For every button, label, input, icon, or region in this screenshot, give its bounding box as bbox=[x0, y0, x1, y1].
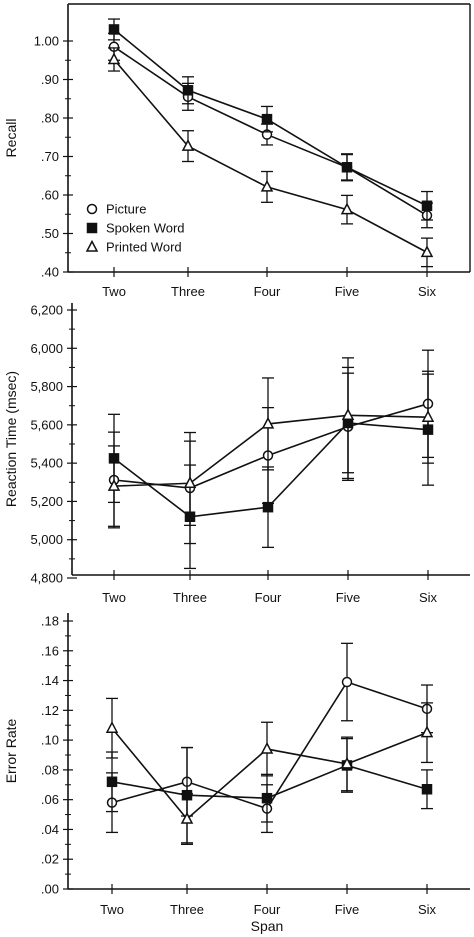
y-axis-title: Recall bbox=[3, 119, 19, 158]
data-point bbox=[105, 721, 119, 733]
x-tick-label: Two bbox=[100, 902, 124, 917]
data-point bbox=[260, 741, 274, 754]
data-point bbox=[260, 179, 274, 192]
data-point bbox=[420, 725, 434, 738]
data-point bbox=[341, 408, 355, 421]
data-point bbox=[181, 138, 195, 151]
data-point bbox=[421, 410, 435, 422]
y-tick-label: .08 bbox=[41, 762, 59, 777]
legend-marker bbox=[85, 239, 99, 252]
x-tick-label: Five bbox=[335, 284, 360, 299]
y-tick-label: 6,000 bbox=[30, 341, 63, 356]
data-point bbox=[107, 52, 121, 65]
x-tick-label: Four bbox=[254, 902, 281, 917]
legend-label: Spoken Word bbox=[106, 221, 185, 236]
error-rate-panel: .00 .02 .04 .06 .08 .10 .12 .14 .16 .18 Two Three Fo… bbox=[3, 613, 470, 934]
data-point bbox=[262, 501, 274, 513]
data-point bbox=[261, 792, 273, 804]
data-point bbox=[341, 676, 353, 688]
legend-label: Printed Word bbox=[106, 240, 182, 255]
y-axis-title: Reaction Time (msec) bbox=[3, 371, 19, 507]
legend-label: Picture bbox=[106, 202, 146, 217]
data-point bbox=[182, 85, 194, 96]
data-point bbox=[183, 476, 197, 488]
legend: Picture Spoken Word Printed Word bbox=[85, 202, 185, 255]
x-tick-label: Five bbox=[336, 590, 361, 605]
x-tick-label: Three bbox=[173, 590, 207, 605]
x-tick-label: Six bbox=[419, 590, 438, 605]
data-point bbox=[340, 202, 354, 215]
x-tick-label: Five bbox=[335, 902, 360, 917]
y-tick-label: .06 bbox=[41, 792, 59, 807]
y-tick-label: .00 bbox=[41, 882, 59, 897]
data-point bbox=[180, 811, 194, 824]
data-point bbox=[340, 756, 354, 769]
x-tick-label: Four bbox=[254, 284, 281, 299]
y-tick-label: 1.00 bbox=[34, 34, 59, 49]
y-tick-label: 5,600 bbox=[30, 417, 63, 432]
y-tick-label: .10 bbox=[41, 733, 59, 748]
y-tick-label: .16 bbox=[41, 643, 59, 658]
y-tick-label: .02 bbox=[41, 852, 59, 867]
y-tick-label: .04 bbox=[41, 822, 59, 837]
data-point bbox=[108, 24, 120, 35]
x-tick-label: Two bbox=[102, 590, 126, 605]
y-tick-label: .40 bbox=[41, 265, 59, 280]
reaction-time-panel: 4,800 5,000 5,200 5,400 5,600 5,800 6,000 6,200… bbox=[3, 303, 470, 605]
data-point bbox=[421, 200, 433, 212]
y-tick-label: .70 bbox=[41, 149, 59, 164]
data-point bbox=[261, 416, 275, 429]
series-spoken-word bbox=[108, 366, 434, 570]
y-tick-label: 5,200 bbox=[30, 494, 63, 509]
y-tick-label: 5,800 bbox=[30, 379, 63, 394]
y-tick-label: .14 bbox=[41, 673, 59, 688]
series-spoken-word bbox=[108, 18, 433, 221]
legend-marker bbox=[86, 203, 98, 215]
x-tick-label: Three bbox=[170, 902, 204, 917]
series-picture bbox=[108, 349, 434, 545]
x-tick-label: Six bbox=[418, 284, 437, 299]
x-tick-label: Four bbox=[255, 590, 282, 605]
y-tick-label: 5,000 bbox=[30, 532, 63, 547]
y-tick-label: 5,400 bbox=[30, 456, 63, 471]
recall-panel: .40 .50 .60 .70 .80 .90 1.00 Two Three Four Five Si… bbox=[3, 3, 471, 299]
data-point bbox=[421, 783, 433, 795]
data-point bbox=[107, 479, 121, 491]
y-tick-label: .90 bbox=[41, 72, 59, 87]
data-point bbox=[341, 162, 353, 173]
y-tick-label: .80 bbox=[41, 111, 59, 126]
x-tick-label: Six bbox=[418, 902, 437, 917]
data-point bbox=[420, 245, 434, 258]
y-tick-label: .12 bbox=[41, 703, 59, 718]
y-axis-title: Error Rate bbox=[3, 719, 19, 784]
data-point bbox=[261, 113, 273, 125]
legend-marker bbox=[86, 222, 98, 234]
series-picture bbox=[108, 32, 433, 229]
y-tick-label: .60 bbox=[41, 188, 59, 203]
y-tick-label: 4,800 bbox=[30, 571, 63, 586]
series-printed-word bbox=[107, 357, 435, 527]
x-tick-label: Two bbox=[102, 284, 126, 299]
series-picture bbox=[106, 642, 433, 834]
y-tick-label: .50 bbox=[41, 226, 59, 241]
x-tick-label: Three bbox=[171, 284, 205, 299]
y-tick-label: .18 bbox=[41, 614, 59, 629]
data-point bbox=[106, 776, 118, 788]
x-axis-title: Span bbox=[251, 918, 284, 934]
series-printed-word bbox=[107, 47, 434, 268]
y-tick-label: 6,200 bbox=[30, 303, 63, 318]
series-printed-word bbox=[105, 697, 434, 845]
